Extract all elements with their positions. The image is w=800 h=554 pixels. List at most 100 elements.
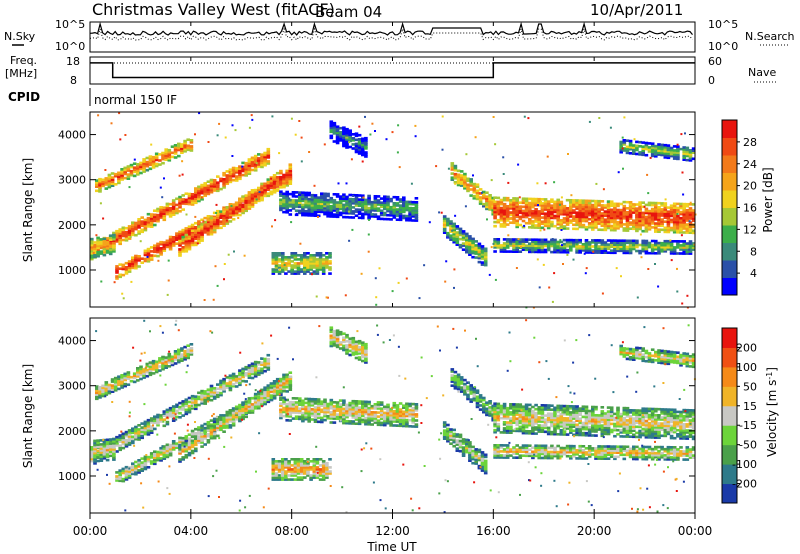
range-cell bbox=[468, 247, 472, 250]
range-cell bbox=[625, 213, 630, 216]
range-cell bbox=[565, 244, 570, 248]
noise-cell bbox=[351, 228, 354, 231]
range-cell bbox=[244, 209, 248, 213]
range-cell bbox=[277, 252, 282, 255]
range-cell bbox=[127, 443, 132, 446]
range-cell bbox=[613, 208, 617, 212]
range-cell bbox=[540, 244, 545, 248]
range-cell bbox=[315, 272, 320, 275]
range-cell bbox=[477, 248, 482, 252]
range-cell bbox=[546, 218, 551, 222]
range-cell bbox=[326, 404, 330, 408]
noise-cell bbox=[231, 155, 234, 157]
range-cell bbox=[231, 213, 236, 217]
noise-cell bbox=[346, 207, 349, 210]
range-cell bbox=[107, 385, 112, 389]
range-cell bbox=[379, 209, 384, 213]
range-cell bbox=[338, 213, 343, 217]
range-cell bbox=[572, 227, 576, 231]
range-cell bbox=[151, 359, 156, 363]
range-cell bbox=[247, 364, 252, 367]
range-cell bbox=[505, 209, 510, 212]
noise-cell bbox=[317, 216, 319, 218]
range-cell bbox=[104, 387, 109, 390]
range-cell bbox=[505, 240, 510, 243]
range-cell bbox=[691, 215, 696, 218]
range-cell bbox=[281, 260, 285, 263]
range-cell bbox=[528, 220, 532, 223]
colorbar-segment bbox=[722, 277, 737, 296]
range-cell bbox=[110, 378, 115, 381]
range-cell bbox=[175, 211, 179, 215]
range-cell bbox=[531, 242, 535, 246]
noise-cell bbox=[216, 284, 219, 287]
range-cell bbox=[112, 246, 116, 249]
range-cell bbox=[379, 211, 384, 215]
range-cell bbox=[115, 277, 119, 280]
range-cell bbox=[146, 433, 151, 436]
range-cell bbox=[654, 148, 658, 152]
range-cell bbox=[466, 187, 470, 191]
range-cell bbox=[171, 240, 176, 243]
range-cell bbox=[644, 203, 649, 207]
range-cell bbox=[238, 173, 242, 177]
range-cell bbox=[597, 222, 601, 225]
range-cell bbox=[468, 249, 472, 252]
range-cell bbox=[644, 211, 649, 215]
range-cell bbox=[493, 210, 497, 214]
range-cell bbox=[127, 472, 132, 475]
range-cell bbox=[225, 422, 230, 425]
range-cell bbox=[161, 363, 165, 367]
range-cell bbox=[296, 264, 301, 267]
range-cell bbox=[537, 212, 541, 215]
range-cell bbox=[376, 201, 381, 204]
range-cell bbox=[190, 227, 195, 231]
range-cell bbox=[466, 183, 470, 187]
range-cell bbox=[184, 200, 189, 204]
range-cell bbox=[688, 213, 693, 216]
range-cell bbox=[177, 360, 181, 364]
range-cell bbox=[379, 203, 384, 206]
range-cell bbox=[171, 238, 176, 241]
range-cell bbox=[148, 167, 153, 171]
noise-cell bbox=[122, 297, 125, 300]
range-cell bbox=[650, 209, 655, 213]
range-cell bbox=[335, 211, 340, 214]
range-cell bbox=[584, 203, 589, 207]
range-cell bbox=[178, 405, 182, 409]
range-cell bbox=[546, 202, 551, 205]
range-cell bbox=[449, 238, 453, 241]
range-cell bbox=[654, 216, 658, 219]
range-cell bbox=[321, 268, 326, 271]
range-cell bbox=[269, 394, 274, 397]
range-cell bbox=[288, 375, 293, 379]
noise-cell bbox=[368, 218, 370, 221]
range-cell bbox=[301, 205, 305, 209]
range-cell bbox=[250, 368, 255, 372]
range-cell bbox=[357, 212, 362, 216]
range-cell bbox=[118, 479, 122, 483]
range-cell bbox=[320, 410, 324, 414]
range-cell bbox=[650, 144, 655, 148]
range-cell bbox=[572, 201, 576, 204]
range-cell bbox=[594, 222, 598, 225]
range-cell bbox=[546, 246, 551, 250]
range-cell bbox=[225, 170, 230, 173]
range-cell bbox=[505, 244, 510, 247]
range-cell bbox=[370, 209, 374, 212]
range-cell bbox=[190, 451, 195, 455]
range-cell bbox=[521, 199, 526, 202]
range-cell bbox=[638, 145, 642, 148]
range-cell bbox=[282, 185, 286, 189]
range-cell bbox=[263, 157, 267, 161]
range-cell bbox=[159, 453, 163, 456]
range-cell bbox=[200, 437, 204, 440]
range-cell bbox=[131, 229, 135, 233]
range-cell bbox=[502, 223, 507, 226]
range-cell bbox=[181, 414, 185, 417]
range-cell bbox=[600, 224, 605, 227]
range-cell bbox=[277, 272, 282, 275]
range-cell bbox=[200, 439, 204, 442]
range-cell bbox=[269, 398, 274, 401]
range-cell bbox=[323, 402, 327, 406]
